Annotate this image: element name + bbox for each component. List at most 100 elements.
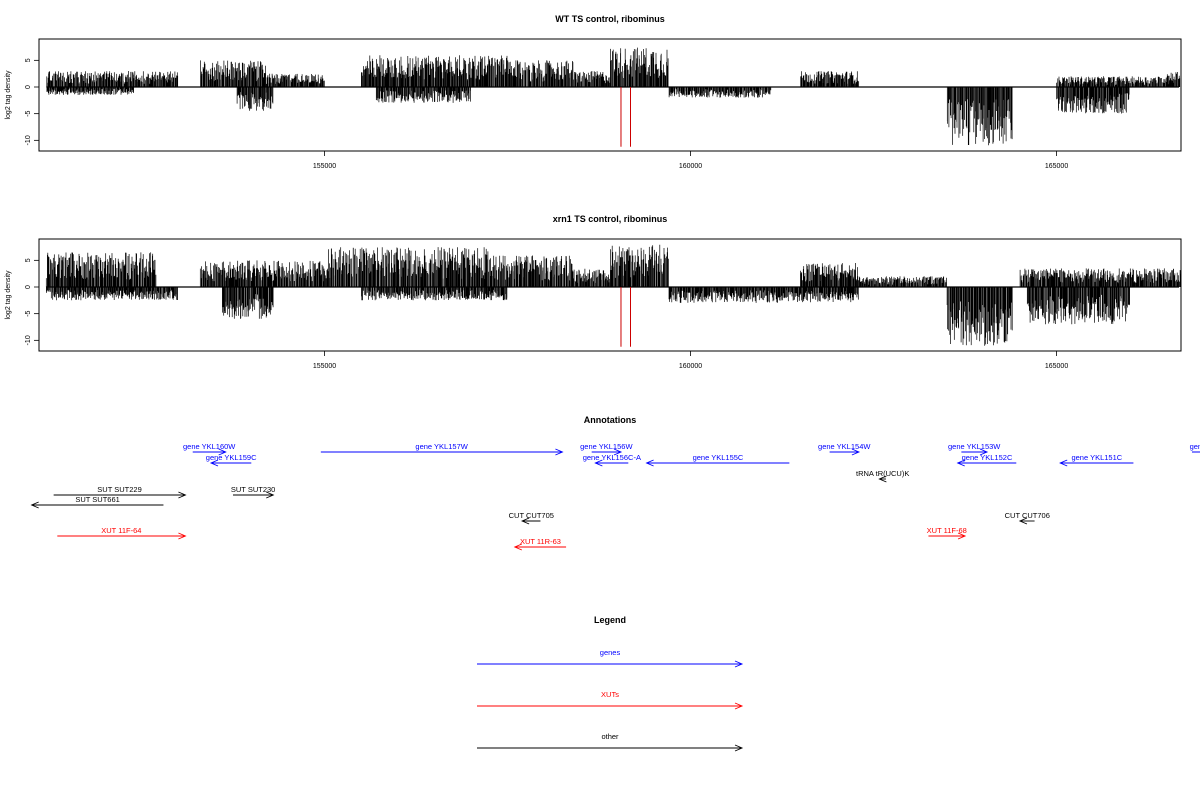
positive-strand-bars bbox=[507, 60, 574, 87]
legend-arrow: XUTs bbox=[477, 690, 744, 710]
negative-strand-bars bbox=[946, 287, 1013, 346]
panel-title: xrn1 TS control, ribominus bbox=[553, 214, 668, 224]
negative-strand-bars bbox=[946, 87, 1013, 146]
legend-label: genes bbox=[600, 648, 621, 657]
feature-arrow: gene YKL155C bbox=[645, 453, 790, 467]
feature-label: tRNA tR(UCU)K bbox=[856, 469, 909, 478]
negative-strand-bars bbox=[222, 287, 274, 319]
legend-arrow: other bbox=[477, 732, 744, 752]
negative-strand-bars bbox=[46, 287, 178, 301]
feature-label: gene YKL152C bbox=[962, 453, 1013, 462]
positive-strand-bars bbox=[200, 60, 266, 87]
feature-label: gene YKL154W bbox=[818, 442, 871, 451]
feature-label: CUT CUT705 bbox=[509, 511, 554, 520]
feature-label: gene YKL160W bbox=[183, 442, 236, 451]
y-tick-label: -5 bbox=[25, 110, 32, 116]
feature-label: XUT 11F-68 bbox=[927, 526, 967, 535]
feature-arrow: XUT 11F-68 bbox=[927, 526, 967, 540]
y-tick-label: 5 bbox=[25, 58, 32, 62]
panel-title: WT TS control, ribominus bbox=[555, 14, 665, 24]
positive-strand-bars bbox=[859, 276, 947, 287]
density-bars bbox=[46, 47, 1182, 146]
feature-arrow: gene YKL160W bbox=[183, 442, 236, 456]
feature-arrow: CUT CUT706 bbox=[1005, 511, 1050, 525]
negative-strand-bars bbox=[668, 87, 772, 98]
feature-label: gene YKL155C bbox=[693, 453, 744, 462]
positive-strand-bars bbox=[573, 268, 610, 287]
feature-label: gene YKL153W bbox=[948, 442, 1001, 451]
feature-label: XUT 11R-63 bbox=[520, 537, 561, 546]
y-tick-label: -10 bbox=[25, 335, 32, 345]
feature-arrow: CUT CUT705 bbox=[509, 511, 554, 525]
feature-label: CUT CUT706 bbox=[1005, 511, 1050, 520]
positive-strand-bars bbox=[45, 252, 157, 287]
x-tick-label: 165000 bbox=[1045, 163, 1068, 170]
y-tick-label: 0 bbox=[25, 85, 32, 89]
positive-strand-bars bbox=[1019, 268, 1182, 287]
y-tick-label: -10 bbox=[25, 135, 32, 145]
positive-strand-bars bbox=[800, 263, 859, 287]
annotations-panel: Annotations gene YKL160W gene YKL159C gene… bbox=[30, 415, 1200, 551]
feature-arrow: SUT SUT661 bbox=[30, 495, 164, 509]
x-tick-label: 160000 bbox=[679, 363, 702, 370]
feature-label: XUT 11F-64 bbox=[101, 526, 141, 535]
y-tick-label: -5 bbox=[25, 310, 32, 316]
positive-strand-bars bbox=[800, 71, 860, 87]
negative-strand-bars bbox=[236, 87, 274, 111]
feature-arrow: SUT SUT230 bbox=[231, 485, 275, 499]
y-axis-label: log2 tag density bbox=[5, 70, 12, 120]
feature-arrow: gene YKL157W bbox=[320, 442, 564, 456]
feature-label: gene YKL156C-A bbox=[583, 453, 641, 462]
feature-label: gene YKL150W bbox=[1190, 442, 1200, 451]
positive-strand-bars bbox=[199, 260, 325, 287]
x-tick-label: 165000 bbox=[1045, 363, 1068, 370]
x-tick-label: 155000 bbox=[313, 163, 336, 170]
feature-arrow: gene YKL152C bbox=[956, 453, 1017, 467]
plot-frame bbox=[38, 38, 1182, 152]
positive-strand-bars bbox=[324, 247, 494, 287]
negative-strand-bars bbox=[46, 87, 134, 95]
positive-strand-bars bbox=[361, 55, 508, 87]
y-axis-label: log2 tag density bbox=[5, 270, 12, 320]
feature-arrow: gene YKL150W bbox=[1190, 442, 1200, 453]
feature-label: SUT SUT229 bbox=[97, 485, 141, 494]
feature-arrow: gene YKL156W bbox=[580, 442, 633, 456]
feature-label: gene YKL157W bbox=[415, 442, 468, 451]
legend-panel: Legend genes XUTs other bbox=[477, 615, 744, 752]
plot-frame bbox=[38, 238, 1182, 352]
feature-label: SUT SUT230 bbox=[231, 485, 275, 494]
y-tick-label: 5 bbox=[25, 258, 32, 262]
feature-arrow: SUT SUT229 bbox=[53, 485, 187, 499]
positive-strand-bars bbox=[1166, 72, 1182, 87]
negative-strand-bars bbox=[361, 287, 508, 301]
feature-arrow: gene YKL153W bbox=[948, 442, 1001, 456]
feature-arrow: tRNA tR(UCU)K bbox=[856, 469, 909, 483]
legend-label: XUTs bbox=[601, 690, 619, 699]
feature-label: gene YKL151C bbox=[1071, 453, 1122, 462]
annotations-title: Annotations bbox=[584, 415, 637, 425]
feature-arrow: gene YKL156C-A bbox=[583, 453, 641, 467]
x-tick-label: 155000 bbox=[313, 363, 336, 370]
feature-arrow: gene YKL154W bbox=[818, 442, 871, 456]
negative-strand-bars bbox=[1056, 87, 1130, 114]
positive-strand-bars bbox=[492, 255, 574, 287]
negative-strand-bars bbox=[375, 87, 471, 103]
legend-arrow: genes bbox=[477, 648, 744, 668]
feature-arrow: XUT 11F-64 bbox=[57, 526, 187, 540]
x-tick-label: 160000 bbox=[679, 163, 702, 170]
feature-arrow: gene YKL159C bbox=[206, 453, 257, 467]
feature-label: gene YKL159C bbox=[206, 453, 257, 462]
positive-strand-bars bbox=[46, 71, 179, 87]
positive-strand-bars bbox=[1056, 76, 1174, 87]
positive-strand-bars bbox=[573, 71, 611, 87]
feature-label: gene YKL156W bbox=[580, 442, 633, 451]
track-panel-wt: WT TS control, ribominus -10 -5 0 5 log2 tag … bbox=[5, 14, 1182, 170]
positive-strand-bars bbox=[610, 244, 669, 287]
negative-strand-bars bbox=[668, 287, 859, 303]
negative-strand-bars bbox=[1026, 287, 1130, 325]
feature-arrow: XUT 11R-63 bbox=[513, 537, 567, 551]
legend-label: other bbox=[601, 732, 619, 741]
feature-label: SUT SUT661 bbox=[75, 495, 119, 504]
y-tick-label: 0 bbox=[25, 285, 32, 289]
